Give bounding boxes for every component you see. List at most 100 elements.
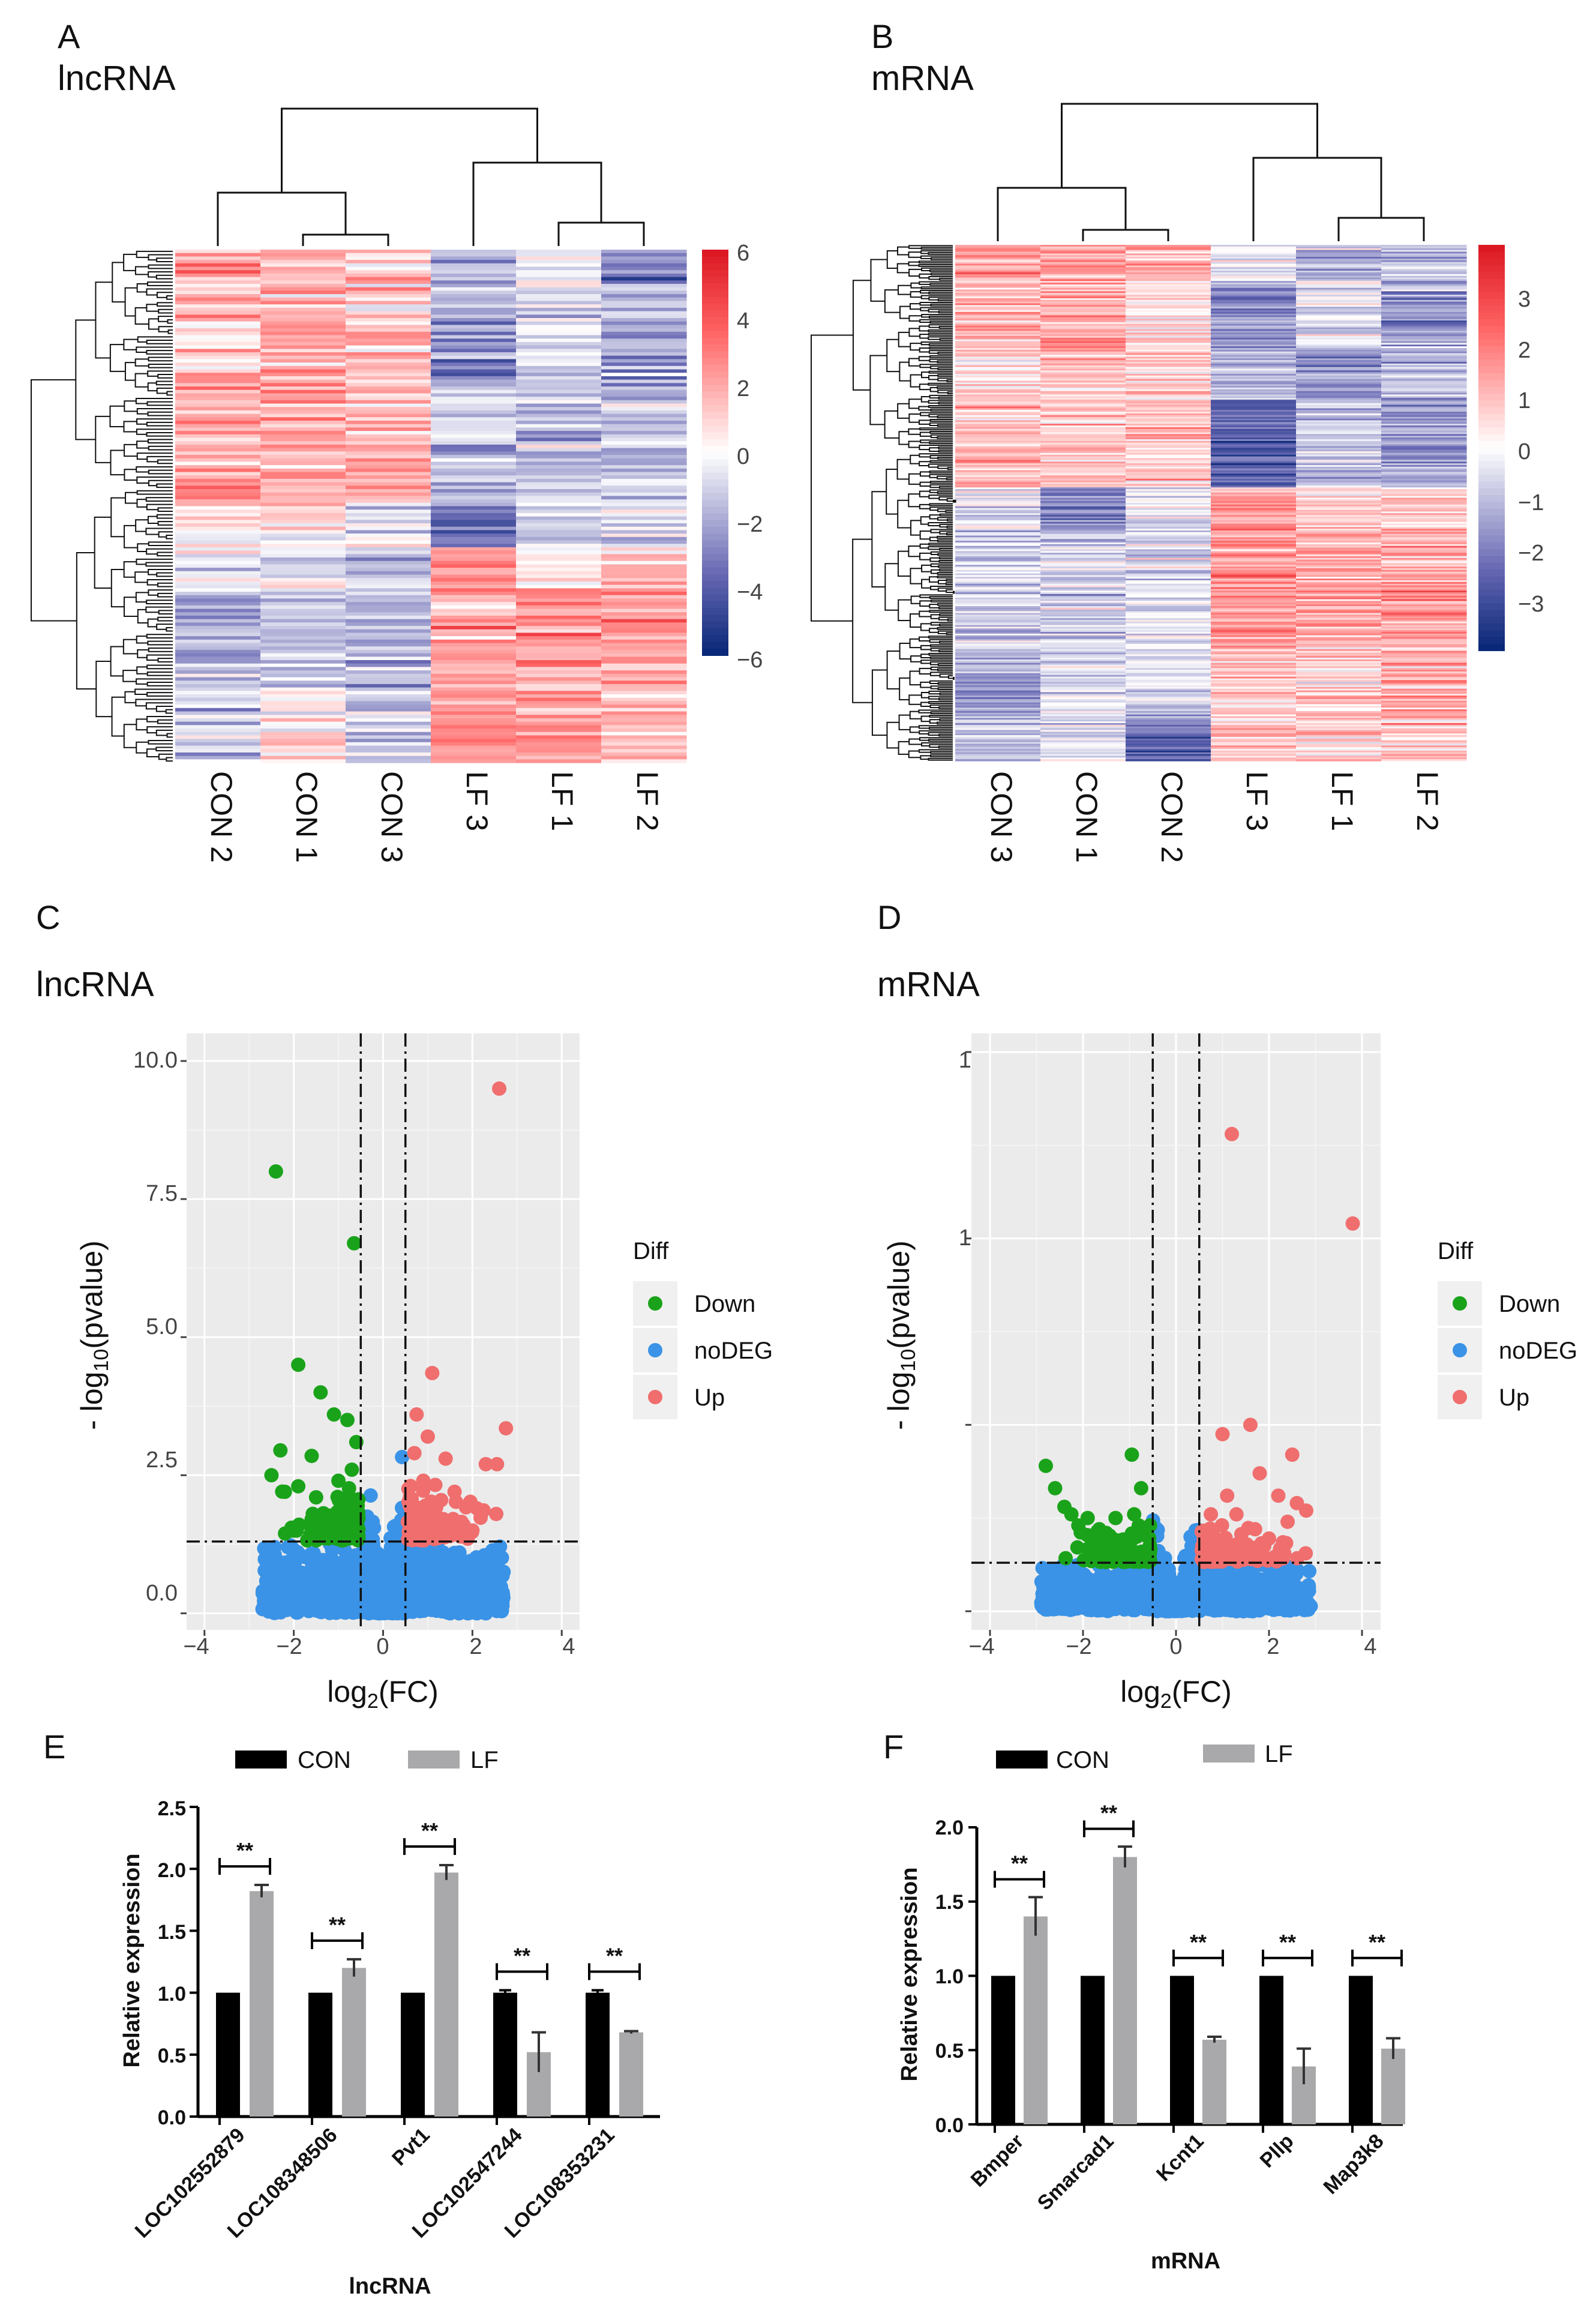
heatmap-cell	[1040, 645, 1126, 648]
heatmap-cell	[1040, 281, 1126, 283]
heatmap-cell	[601, 646, 687, 651]
heatmap-cell	[260, 592, 346, 596]
heatmap-cell	[431, 496, 517, 500]
heatmap-cell	[431, 520, 517, 524]
heatmap-cell	[260, 681, 346, 685]
colorbar-segment	[702, 642, 728, 649]
heatmap-cell	[516, 588, 602, 592]
colorbar-segment	[702, 621, 728, 629]
heatmap-cell	[1211, 740, 1297, 743]
heatmap-cell	[260, 421, 346, 425]
heatmap-cell	[1296, 396, 1382, 398]
heatmap-cell	[1040, 351, 1126, 354]
heatmap-cell	[1040, 688, 1126, 691]
heatmap-cell	[516, 365, 602, 370]
heatmap-cell	[601, 301, 687, 305]
heatmap-cell	[516, 400, 602, 404]
heatmap-cell	[1381, 708, 1467, 710]
heatmap-cell	[1126, 688, 1211, 691]
heatmap-cell	[955, 640, 1041, 643]
heatmap-cell	[1126, 747, 1211, 750]
heatmap-cell	[346, 400, 431, 404]
heatmap-cell	[1040, 497, 1126, 500]
heatmap-cell	[1381, 735, 1467, 738]
heatmap-cell	[1040, 444, 1126, 446]
heatmap-cell	[1040, 511, 1126, 514]
heatmap-cell	[955, 420, 1041, 422]
heatmap-cell	[431, 417, 517, 421]
heatmap-cell	[955, 699, 1041, 702]
heatmap-cell	[346, 721, 431, 726]
heatmap-cell	[260, 273, 346, 278]
dendrogram-branch	[928, 727, 953, 730]
heatmap-cell	[955, 344, 1041, 347]
dendrogram-branch	[919, 667, 931, 675]
heatmap-cell	[1296, 615, 1382, 617]
heatmap-cell	[601, 588, 687, 592]
heatmap-cell	[1381, 487, 1467, 490]
bar-e-ylabel: Relative expression	[119, 1854, 145, 2068]
heatmap-cell	[431, 560, 517, 565]
dendrogram-branch	[939, 547, 953, 551]
heatmap-cell	[516, 345, 602, 349]
heatmap-cell	[1211, 355, 1297, 357]
heatmap-cell	[1126, 706, 1211, 708]
heatmap-cell	[1040, 504, 1126, 507]
dendrogram-branch	[938, 745, 953, 749]
heatmap-cell	[1040, 262, 1126, 265]
dendrogram-branch	[158, 753, 173, 760]
dendrogram-branch	[919, 610, 931, 618]
colorbar-segment	[1478, 332, 1505, 340]
heatmap-cell	[1381, 664, 1467, 667]
heatmap-cell	[1211, 671, 1297, 674]
heatmap-cell	[1381, 530, 1467, 533]
heatmap-cell	[1126, 697, 1211, 700]
heatmap-cell	[1040, 633, 1126, 636]
dendrogram-branch	[920, 681, 931, 688]
heatmap-cell	[175, 318, 261, 322]
heatmap-cell	[1040, 408, 1126, 410]
heatmap-cell	[1211, 542, 1297, 545]
heatmap-cell	[1381, 575, 1467, 577]
heatmap-cell	[1381, 685, 1467, 688]
heatmap-cell	[260, 721, 346, 726]
heatmap-cell	[1126, 420, 1211, 422]
dendrogram-branch	[929, 489, 953, 493]
heatmap-cell	[1126, 325, 1211, 328]
dendrogram-branch	[937, 572, 953, 575]
heatmap-cell	[1296, 752, 1382, 755]
dendrogram-branch	[886, 469, 898, 515]
dendrogram-branch	[145, 606, 173, 613]
heatmap-cell	[1126, 623, 1211, 626]
heatmap-cell	[346, 759, 431, 763]
heatmap-cell	[431, 752, 517, 757]
heatmap-cell	[1296, 670, 1382, 672]
heatmap-cell	[1296, 632, 1382, 634]
heatmap-cell	[955, 687, 1041, 690]
heatmap-cell	[601, 260, 687, 264]
heatmap-cell	[1381, 621, 1467, 624]
heatmap-cell	[1040, 260, 1126, 263]
dendrogram-branch	[908, 251, 922, 258]
dendrogram-branch	[928, 329, 953, 332]
heatmap-cell	[1296, 427, 1382, 430]
heatmap-cell	[1381, 389, 1467, 392]
heatmap-cell	[1296, 535, 1382, 538]
heatmap-cell	[955, 257, 1041, 259]
dendrogram-branch	[908, 315, 922, 322]
heatmap-cell	[1381, 609, 1467, 612]
heatmap-cell	[955, 601, 1041, 603]
heatmap-cell	[260, 413, 346, 418]
heatmap-cell	[516, 499, 602, 503]
heatmap-cell	[1211, 489, 1297, 491]
heatmap-cell	[1126, 678, 1211, 681]
heatmap-cell	[175, 437, 261, 442]
heatmap-cell	[516, 280, 602, 284]
heatmap-cell	[1211, 344, 1297, 347]
heatmap-cell	[1211, 456, 1297, 459]
heatmap-cell	[346, 756, 431, 760]
heatmap-cell	[955, 439, 1041, 442]
heatmap-cell	[260, 331, 346, 336]
heatmap-cell	[1040, 559, 1126, 562]
heatmap-cell	[1211, 556, 1297, 559]
